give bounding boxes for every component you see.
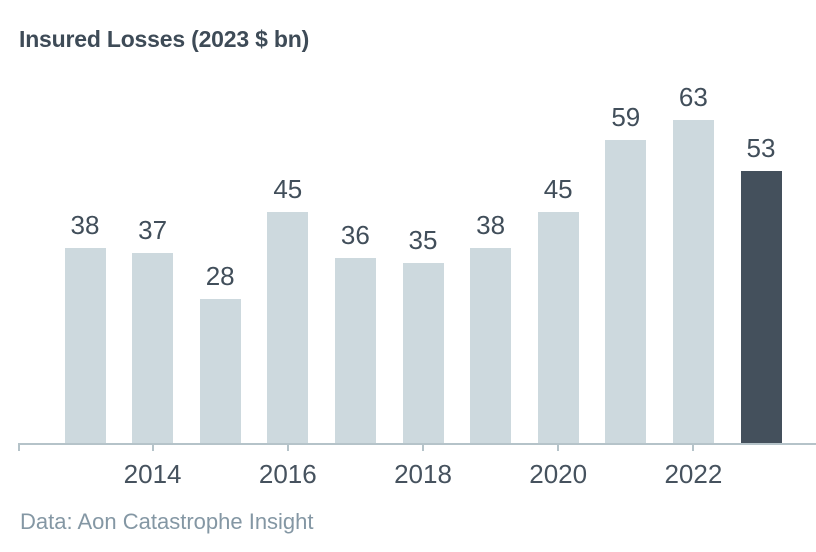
bar — [537, 212, 579, 443]
bar-value-label: 38 — [70, 210, 100, 240]
x-axis-tick — [692, 445, 695, 451]
x-axis-tick — [422, 445, 424, 451]
x-axis-tick-label: 2022 — [664, 459, 723, 489]
bar — [740, 171, 782, 443]
bar-value-label: 53 — [746, 133, 776, 163]
bar-value-label: 37 — [138, 215, 168, 245]
bar-value-label: 45 — [543, 174, 573, 204]
x-axis-tick-label: 2016 — [258, 459, 317, 489]
bar-value-label: 35 — [408, 225, 438, 255]
x-axis-tick — [151, 445, 154, 451]
bar-value-label: 28 — [205, 261, 235, 291]
x-axis-tick-label: 2014 — [123, 459, 182, 489]
bar-value-label: 59 — [611, 102, 641, 132]
bar — [267, 212, 309, 443]
bar-value-label: 63 — [678, 82, 708, 112]
x-axis-line — [18, 443, 816, 445]
bar-value-label: 38 — [476, 210, 506, 240]
bar-value-label: 45 — [273, 174, 303, 204]
bar — [672, 120, 714, 443]
x-axis-tick — [286, 445, 289, 451]
bar — [64, 248, 106, 443]
data-source-note: Data: Aon Catastrophe Insight — [20, 509, 314, 534]
chart-title: Insured Losses (2023 $ bn) — [19, 26, 310, 52]
x-axis-tick — [557, 445, 560, 451]
bar-value-label: 36 — [340, 220, 370, 250]
x-axis-tick — [18, 445, 20, 451]
bar — [132, 253, 174, 443]
bar — [199, 299, 241, 443]
x-axis-tick-label: 2018 — [394, 459, 452, 489]
bar — [470, 248, 512, 443]
bar — [605, 140, 647, 443]
bar — [402, 263, 444, 443]
x-axis-tick-label: 2020 — [529, 459, 588, 489]
bar — [334, 258, 376, 443]
